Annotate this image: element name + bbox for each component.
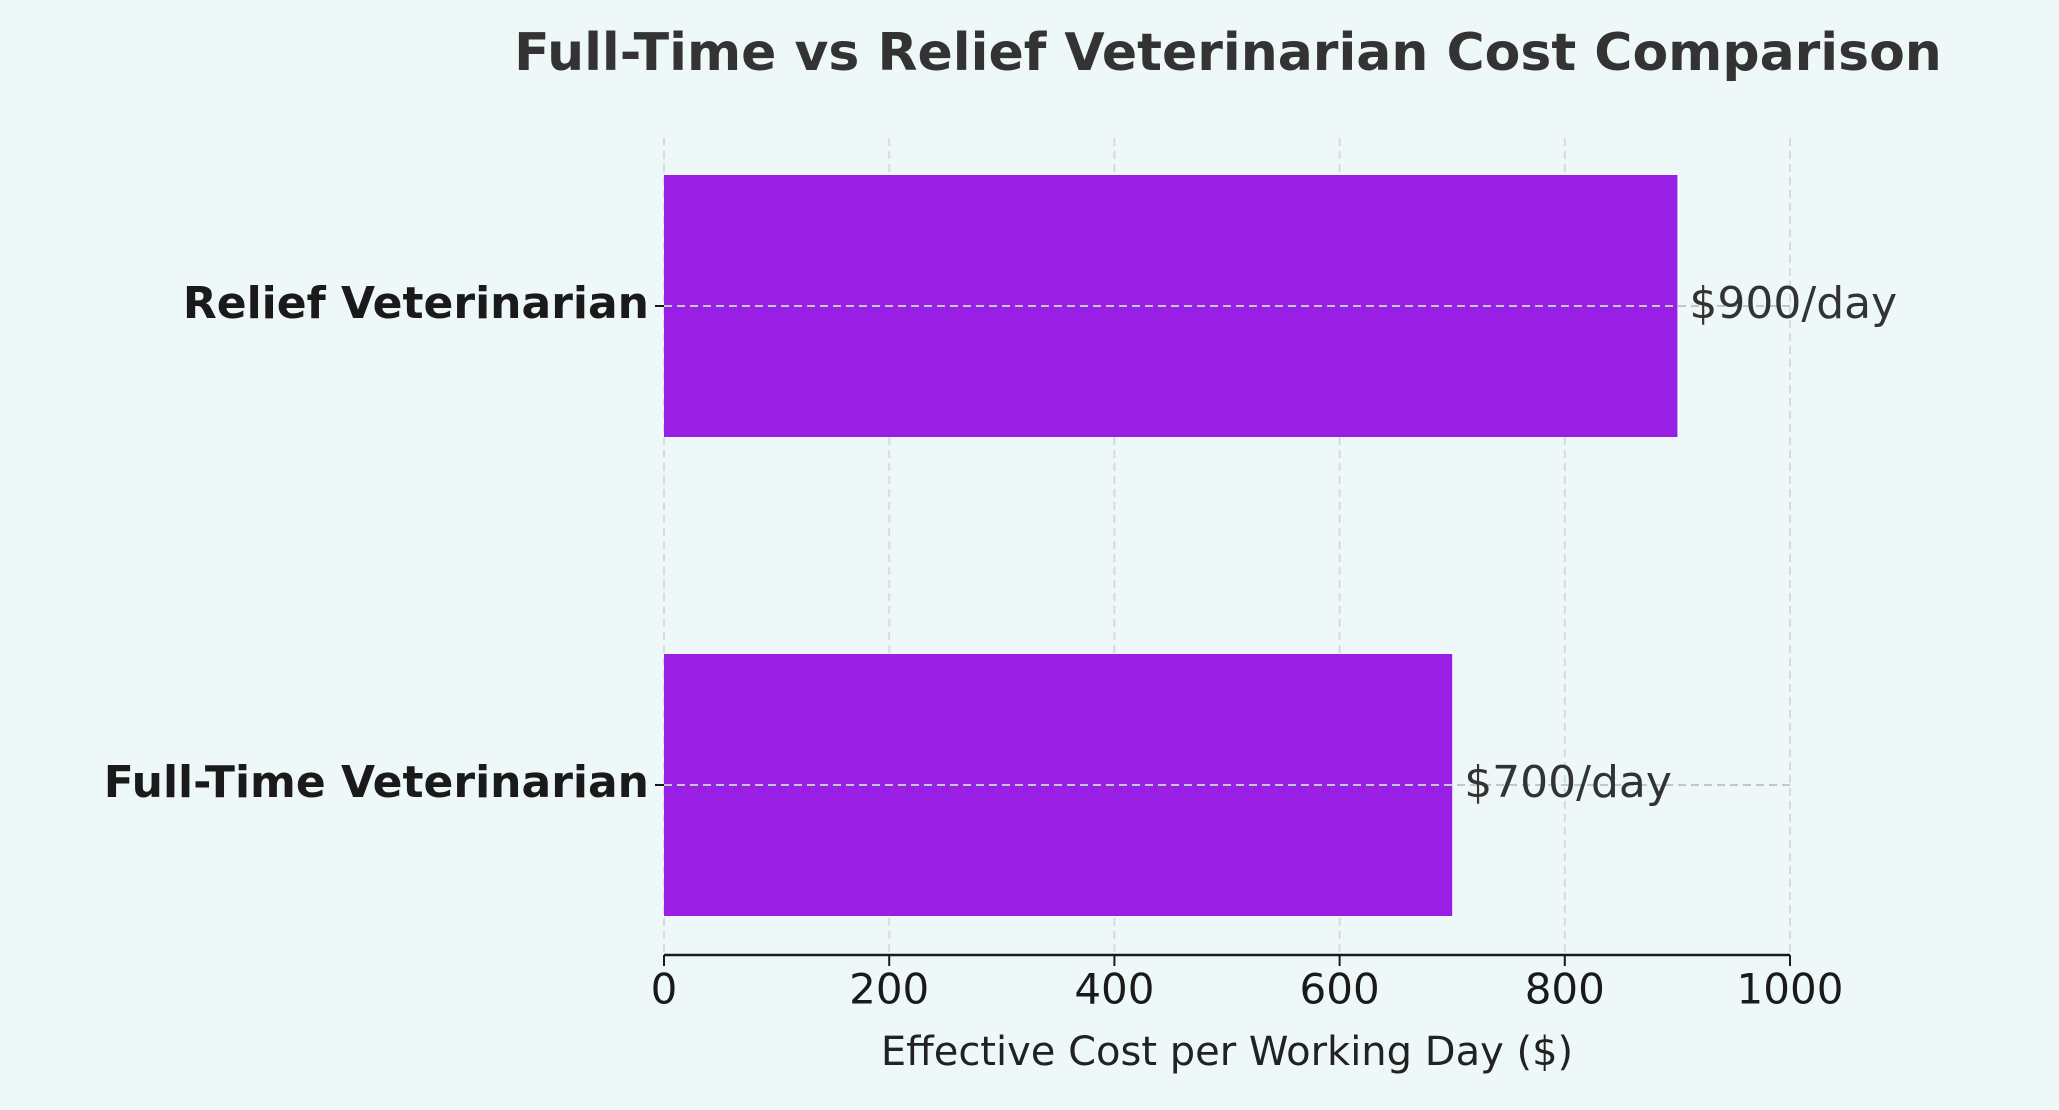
value-label: $900/day: [1689, 278, 1897, 329]
y-tick-label: Full-Time Veterinarian: [104, 757, 649, 808]
x-tick-label: 1000: [1737, 965, 1844, 1014]
x-tick-label: 800: [1525, 965, 1605, 1014]
value-label: $700/day: [1464, 757, 1672, 808]
x-tick-label: 600: [1300, 965, 1380, 1014]
x-tick-label: 0: [651, 965, 678, 1014]
y-tick-label: Relief Veterinarian: [183, 278, 649, 329]
x-tick-label: 400: [1074, 965, 1154, 1014]
x-axis-label: Effective Cost per Working Day ($): [881, 1029, 1573, 1075]
chart-title: Full-Time vs Relief Veterinarian Cost Co…: [514, 23, 1942, 83]
bar: [664, 175, 1678, 437]
x-tick-label: 200: [849, 965, 929, 1014]
